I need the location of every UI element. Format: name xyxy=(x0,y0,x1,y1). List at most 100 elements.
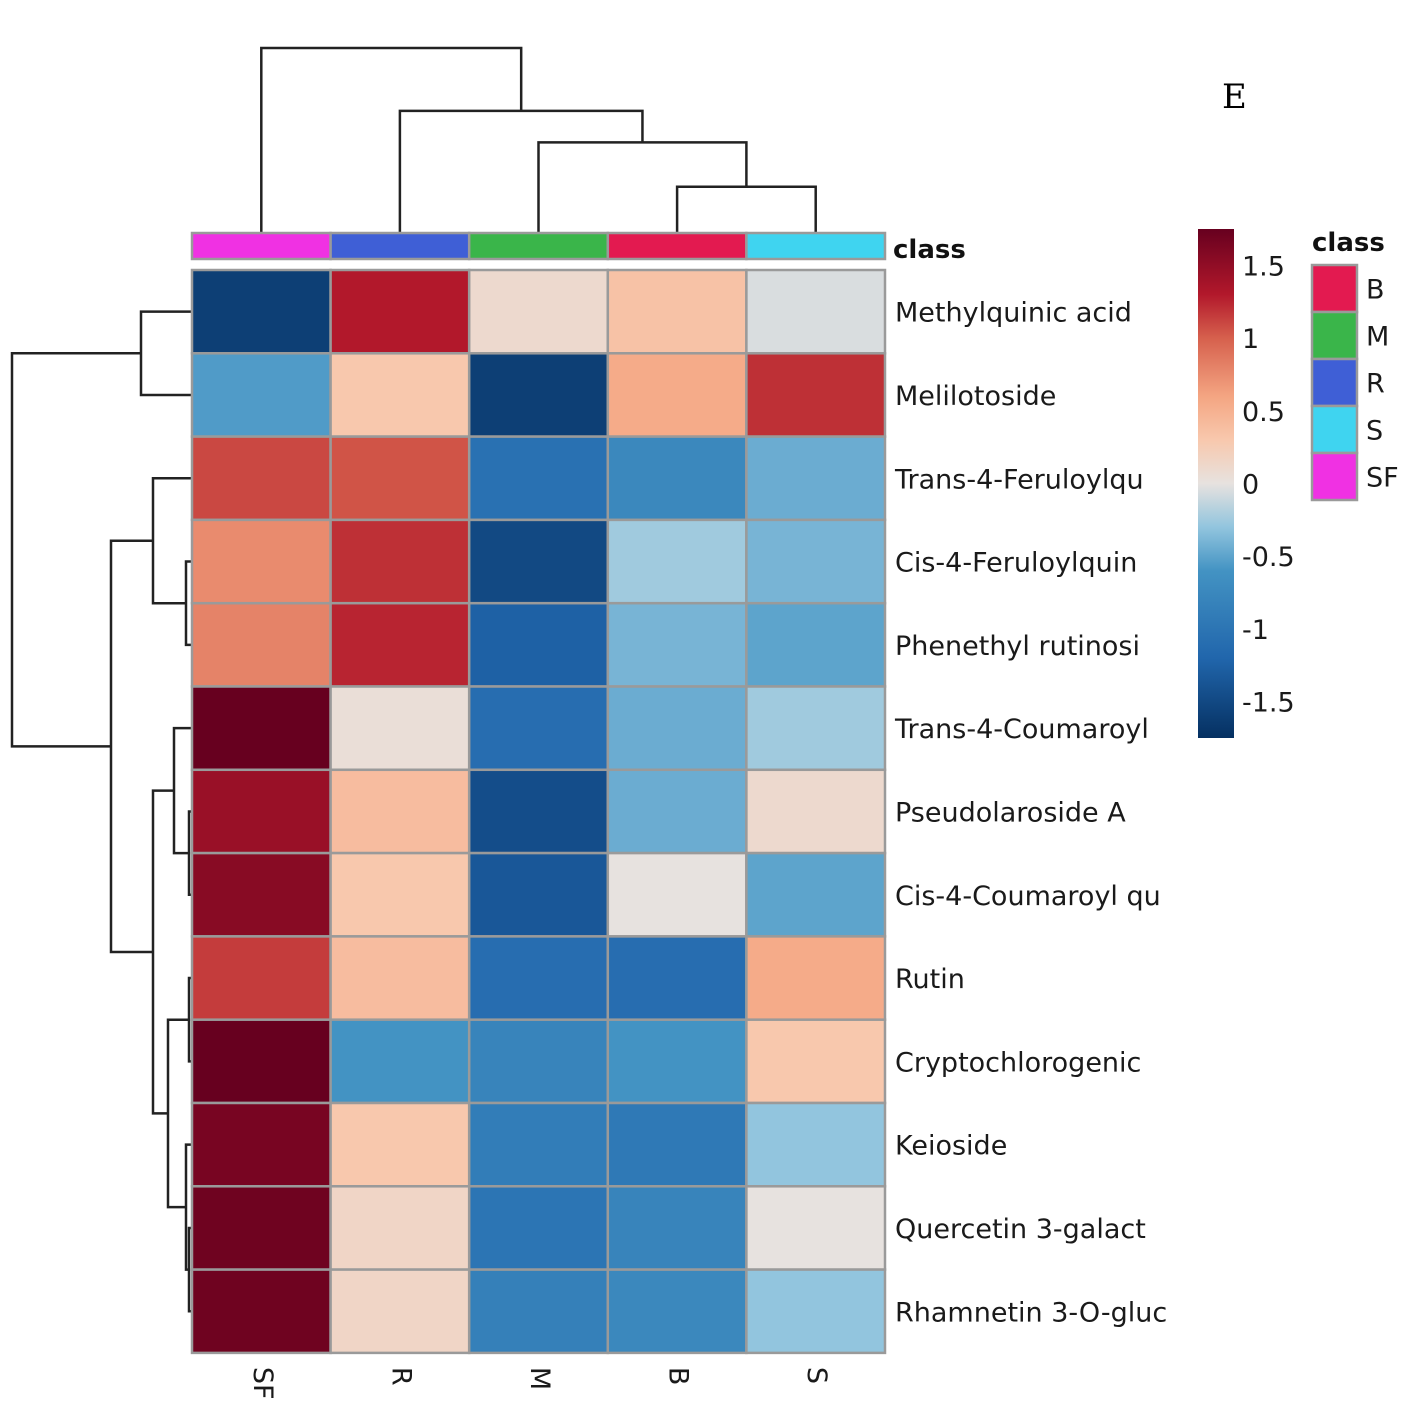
heatmap-cell xyxy=(190,935,332,1021)
row-label: Keioside xyxy=(895,1131,1007,1162)
column-dendrogram xyxy=(260,46,817,233)
heatmap-cell xyxy=(745,601,887,688)
heatmap-cell xyxy=(467,685,610,772)
heatmap-cell xyxy=(606,1018,748,1105)
color-scale-tick-label: 0.5 xyxy=(1242,397,1285,428)
color-scale-tick-label: 1.5 xyxy=(1242,251,1285,282)
dendrogram-branch xyxy=(151,789,174,1115)
heatmap-cell xyxy=(745,935,887,1021)
class-annotation-cell xyxy=(745,231,887,261)
heatmap-cell xyxy=(467,518,610,605)
heatmap-cell xyxy=(745,1268,887,1355)
heatmap-cell xyxy=(329,1268,471,1355)
heatmap-cell xyxy=(467,1268,610,1355)
heatmap-cell xyxy=(190,1101,332,1188)
heatmap-cell xyxy=(190,1018,332,1105)
row-label: Cryptochlorogenic xyxy=(895,1047,1141,1078)
heatmap-cell xyxy=(467,1185,610,1271)
row-label: Quercetin 3-galact xyxy=(895,1214,1146,1245)
column-label: R xyxy=(385,1367,416,1386)
class-annotation-bar xyxy=(190,231,887,261)
heatmap-cell xyxy=(190,1268,332,1355)
heatmap-cell xyxy=(190,268,332,355)
dendrogram-branch xyxy=(260,46,523,233)
class-annotation-cell xyxy=(329,231,471,261)
color-scale-tick-label: -1 xyxy=(1242,615,1269,646)
heatmap-cell xyxy=(329,435,471,522)
column-label: B xyxy=(663,1367,694,1386)
heatmap-cell xyxy=(190,518,332,605)
class-legend-label: S xyxy=(1366,416,1383,447)
column-label: S xyxy=(801,1367,832,1384)
heatmap-cell xyxy=(745,1018,887,1105)
heatmap-cell xyxy=(329,352,471,438)
heatmap-cell xyxy=(745,352,887,438)
class-annotation-cell xyxy=(467,231,610,261)
row-label: Pseudolaroside A xyxy=(895,797,1126,828)
heatmap-cell xyxy=(467,352,610,438)
heatmap-cell xyxy=(606,601,748,688)
row-label: Phenethyl rutinosi xyxy=(895,631,1140,662)
color-scale-tick-label: -1.5 xyxy=(1242,688,1295,719)
row-label: Rhamnetin 3-O-gluc xyxy=(895,1297,1167,1328)
class-annotation-cell xyxy=(190,231,332,261)
heatmap-cell xyxy=(745,1185,887,1271)
heatmap-cell xyxy=(745,518,887,605)
heatmap-cell xyxy=(467,768,610,855)
heatmap-cell xyxy=(606,685,748,772)
class-annotation-cell xyxy=(606,231,748,261)
class-legend-label: SF xyxy=(1366,463,1399,494)
heatmap-cell xyxy=(606,435,748,522)
heatmap-cell xyxy=(745,768,887,855)
heatmap-cell xyxy=(467,935,610,1021)
class-legend-swatch xyxy=(1310,310,1359,361)
heatmap-cell xyxy=(190,435,332,522)
class-legend-swatch xyxy=(1310,357,1359,408)
class-legend-swatch xyxy=(1310,404,1359,455)
heatmap-cell xyxy=(329,268,471,355)
heatmap-cell xyxy=(606,1268,748,1355)
class-annotation-label: class xyxy=(893,235,966,265)
heatmap-cell xyxy=(745,435,887,522)
panel-label: E xyxy=(1222,77,1247,117)
heatmap-cell xyxy=(329,518,471,605)
row-label: Melilotoside xyxy=(895,381,1056,412)
heatmap-cell xyxy=(329,1185,471,1271)
heatmap-cell xyxy=(190,352,332,438)
heatmap-cell xyxy=(606,268,748,355)
class-legend-swatch xyxy=(1310,263,1359,314)
row-label: Cis-4-Coumaroyl qu xyxy=(895,881,1161,912)
heatmap-cell xyxy=(329,1101,471,1188)
heatmap-cell xyxy=(190,768,332,855)
class-legend-label: M xyxy=(1366,322,1389,353)
heatmap-cell xyxy=(190,685,332,772)
column-label: M xyxy=(524,1367,555,1390)
heatmap-cell xyxy=(467,851,610,938)
color-scale-bar xyxy=(1198,229,1234,738)
row-labels: Methylquinic acid Melilotoside Trans-4-Fer… xyxy=(894,298,1167,1329)
heatmap-cell xyxy=(190,1185,332,1271)
heatmap-cell xyxy=(467,1101,610,1188)
heatmap-cell xyxy=(329,1018,471,1105)
row-dendrogram xyxy=(10,310,192,1313)
color-scale-legend: 1.5 1 0.5 0 -0.5 -1 -1.5 xyxy=(1198,229,1295,738)
column-labels: SF R M B S xyxy=(247,1367,832,1400)
heatmap-cell xyxy=(467,601,610,688)
heatmap-cell xyxy=(190,601,332,688)
row-label: Rutin xyxy=(895,964,965,995)
heatmap-cell xyxy=(606,768,748,855)
heatmap-cell xyxy=(745,851,887,938)
heatmap-cell xyxy=(329,768,471,855)
row-label: Cis-4-Feruloylquin xyxy=(895,548,1137,579)
dendrogram-branch xyxy=(109,539,153,954)
color-scale-tick-label: -0.5 xyxy=(1242,542,1295,573)
heatmap-cell xyxy=(329,935,471,1021)
heatmap-cells xyxy=(190,268,887,1355)
heatmap-cell xyxy=(606,352,748,438)
row-label: Trans-4-Coumaroyl xyxy=(894,714,1149,745)
heatmap-cell xyxy=(467,1018,610,1105)
class-legend-swatch xyxy=(1310,451,1359,502)
dendrogram-branch xyxy=(675,185,817,233)
